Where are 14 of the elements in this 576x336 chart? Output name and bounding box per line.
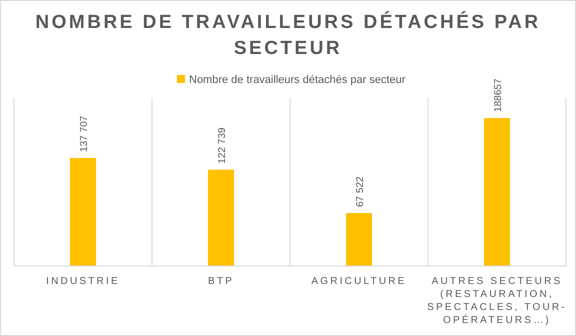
bar	[346, 213, 372, 266]
bar	[484, 118, 510, 266]
x-tick-label: BTP	[208, 276, 234, 287]
x-tick-label: AGRICULTURE	[311, 276, 407, 287]
data-label: 137 707	[79, 115, 90, 152]
bar	[70, 158, 96, 266]
data-label: 122 739	[217, 127, 228, 164]
data-label: 188657	[493, 78, 504, 112]
chart-title: NOMBRE DE TRAVAILLEURS DÉTACHÉS PAR SECTEUR	[35, 11, 541, 59]
bar	[208, 170, 234, 266]
x-tick-label: AUTRES SECTEURS (RESTAURATION, SPECTACLES, TOUR-OPÉRATEURS…)	[427, 276, 567, 326]
x-tick-label: INDUSTRIE	[46, 276, 120, 287]
data-label: 67 522	[355, 176, 366, 208]
legend-label: Nombre de travailleurs détachés par secteur	[189, 74, 406, 86]
